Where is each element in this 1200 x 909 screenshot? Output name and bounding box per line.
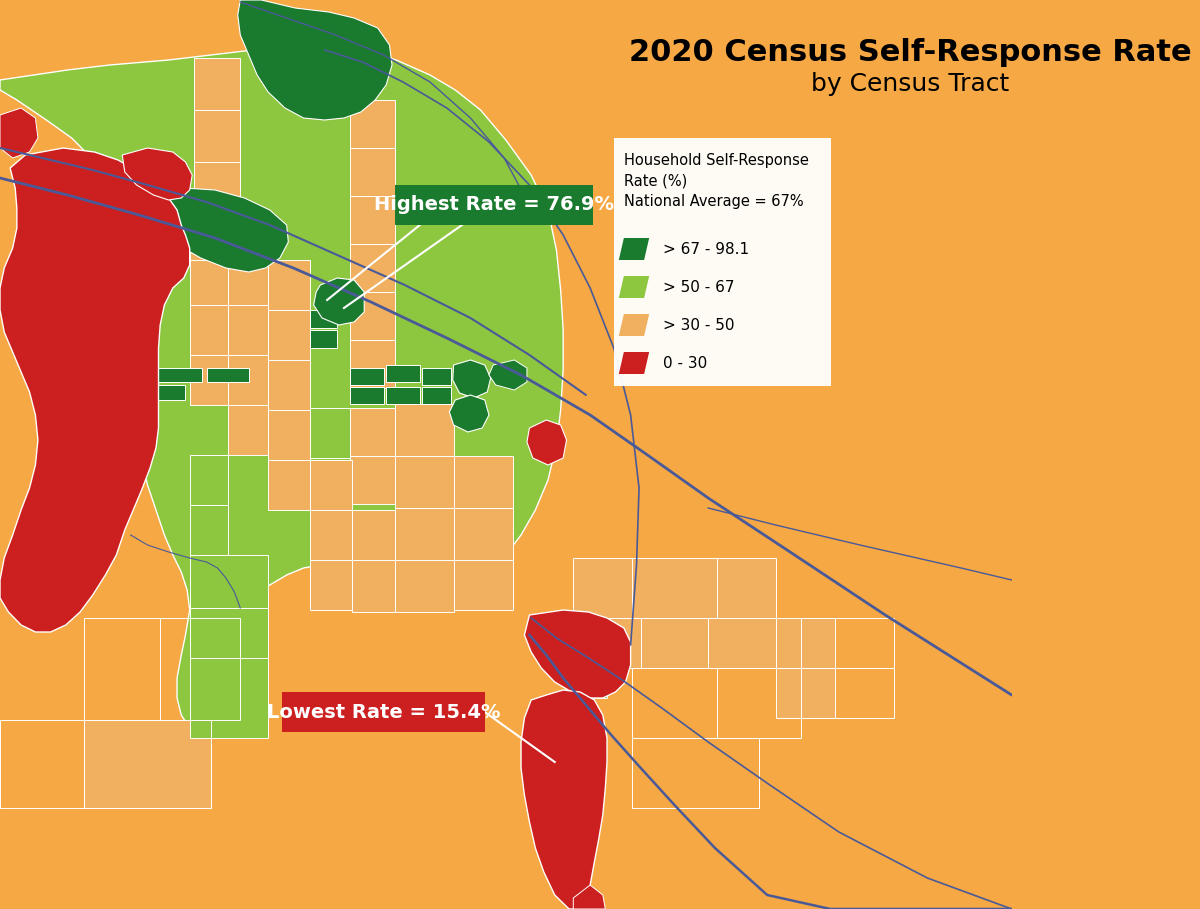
Polygon shape bbox=[395, 456, 454, 508]
Text: Lowest Rate = 15.4%: Lowest Rate = 15.4% bbox=[266, 703, 500, 722]
Polygon shape bbox=[190, 260, 228, 305]
Polygon shape bbox=[452, 360, 491, 398]
Polygon shape bbox=[775, 668, 835, 718]
Polygon shape bbox=[454, 456, 512, 508]
Polygon shape bbox=[350, 387, 384, 404]
Polygon shape bbox=[350, 368, 384, 385]
Polygon shape bbox=[194, 58, 240, 110]
Polygon shape bbox=[353, 510, 395, 560]
Polygon shape bbox=[574, 885, 605, 909]
Polygon shape bbox=[311, 330, 337, 348]
Text: 0 - 30: 0 - 30 bbox=[662, 355, 707, 371]
Polygon shape bbox=[619, 276, 649, 298]
Polygon shape bbox=[122, 148, 192, 200]
Polygon shape bbox=[421, 368, 451, 385]
Polygon shape bbox=[158, 385, 186, 400]
Polygon shape bbox=[190, 455, 228, 505]
Text: Household Self-Response
Rate (%)
National Average = 67%: Household Self-Response Rate (%) Nationa… bbox=[624, 153, 809, 209]
Polygon shape bbox=[350, 340, 395, 388]
Polygon shape bbox=[311, 510, 353, 560]
Polygon shape bbox=[488, 360, 527, 390]
Polygon shape bbox=[521, 690, 607, 909]
Polygon shape bbox=[0, 45, 563, 735]
Polygon shape bbox=[708, 618, 775, 668]
Polygon shape bbox=[353, 560, 395, 612]
Polygon shape bbox=[421, 387, 451, 404]
Polygon shape bbox=[350, 148, 395, 196]
Polygon shape bbox=[158, 368, 203, 382]
FancyBboxPatch shape bbox=[613, 138, 832, 386]
Polygon shape bbox=[190, 215, 228, 260]
Polygon shape bbox=[350, 456, 395, 504]
Polygon shape bbox=[641, 618, 708, 668]
Polygon shape bbox=[395, 560, 454, 612]
Polygon shape bbox=[190, 555, 268, 608]
Polygon shape bbox=[268, 310, 311, 360]
Polygon shape bbox=[574, 558, 641, 618]
Text: > 30 - 50: > 30 - 50 bbox=[662, 317, 734, 333]
Polygon shape bbox=[190, 355, 228, 405]
Polygon shape bbox=[206, 368, 248, 382]
FancyBboxPatch shape bbox=[282, 692, 485, 732]
Polygon shape bbox=[395, 404, 454, 456]
Polygon shape bbox=[268, 460, 311, 510]
Polygon shape bbox=[228, 305, 268, 355]
Text: by Census Tract: by Census Tract bbox=[811, 72, 1009, 96]
Text: > 50 - 67: > 50 - 67 bbox=[662, 279, 734, 295]
Polygon shape bbox=[108, 188, 288, 272]
Polygon shape bbox=[268, 360, 311, 410]
Polygon shape bbox=[313, 278, 365, 325]
Polygon shape bbox=[268, 410, 311, 460]
Polygon shape bbox=[194, 162, 240, 214]
Polygon shape bbox=[632, 558, 716, 618]
Polygon shape bbox=[311, 460, 353, 510]
Polygon shape bbox=[350, 244, 395, 292]
Polygon shape bbox=[708, 558, 775, 618]
Polygon shape bbox=[386, 365, 420, 382]
Polygon shape bbox=[190, 658, 268, 738]
Polygon shape bbox=[350, 408, 395, 456]
Polygon shape bbox=[641, 558, 708, 618]
Polygon shape bbox=[454, 508, 512, 560]
Text: 2020 Census Self-Response Rate: 2020 Census Self-Response Rate bbox=[629, 38, 1192, 67]
Polygon shape bbox=[574, 618, 641, 668]
Polygon shape bbox=[228, 405, 268, 455]
Polygon shape bbox=[268, 260, 311, 310]
Polygon shape bbox=[194, 110, 240, 162]
Polygon shape bbox=[238, 0, 392, 120]
Polygon shape bbox=[0, 108, 38, 158]
Polygon shape bbox=[350, 196, 395, 244]
Polygon shape bbox=[574, 665, 607, 698]
Text: > 67 - 98.1: > 67 - 98.1 bbox=[662, 242, 749, 256]
FancyBboxPatch shape bbox=[395, 185, 593, 225]
Polygon shape bbox=[775, 618, 835, 668]
Polygon shape bbox=[527, 420, 566, 465]
Polygon shape bbox=[619, 314, 649, 336]
Text: Highest Rate = 76.9%: Highest Rate = 76.9% bbox=[373, 195, 613, 215]
Polygon shape bbox=[311, 408, 350, 458]
Polygon shape bbox=[190, 305, 228, 355]
Polygon shape bbox=[228, 260, 268, 305]
Polygon shape bbox=[190, 505, 228, 555]
Polygon shape bbox=[311, 310, 337, 328]
Polygon shape bbox=[311, 560, 353, 610]
Polygon shape bbox=[395, 508, 454, 560]
Polygon shape bbox=[619, 352, 649, 374]
Polygon shape bbox=[449, 395, 488, 432]
Polygon shape bbox=[84, 720, 211, 808]
Polygon shape bbox=[619, 238, 649, 260]
Polygon shape bbox=[524, 610, 631, 698]
Polygon shape bbox=[454, 560, 512, 610]
Polygon shape bbox=[386, 387, 420, 404]
Polygon shape bbox=[350, 292, 395, 340]
Polygon shape bbox=[190, 608, 268, 658]
Polygon shape bbox=[228, 355, 268, 405]
Polygon shape bbox=[350, 100, 395, 148]
Polygon shape bbox=[0, 148, 190, 632]
